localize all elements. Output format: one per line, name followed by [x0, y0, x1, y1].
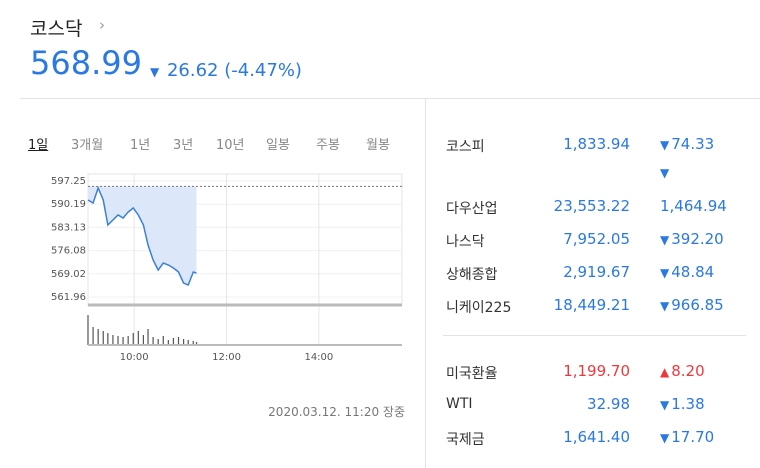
- period-tab[interactable]: 1일: [28, 138, 49, 153]
- market-name[interactable]: 다우산업: [446, 201, 498, 217]
- market-name[interactable]: WTI: [446, 396, 473, 412]
- change-arrow: [660, 266, 669, 280]
- period-tab[interactable]: 주봉: [316, 138, 340, 153]
- period-tab[interactable]: 일봉: [266, 138, 290, 153]
- market-value: 1,641.40: [563, 428, 630, 446]
- x-tick-label: 14:00: [304, 352, 333, 363]
- change-text: 966.85: [671, 296, 724, 314]
- volume-bar: [87, 315, 89, 345]
- market-name[interactable]: 상해종합: [446, 267, 498, 283]
- market-value: 1,833.94: [563, 135, 630, 153]
- change-text: 1,464.94: [660, 197, 727, 215]
- divider: [20, 98, 760, 99]
- volume-bar: [182, 339, 185, 345]
- volume-bar: [132, 333, 134, 345]
- change-text: 26.62 (-4.47%): [166, 60, 302, 81]
- market-name[interactable]: 미국환율: [446, 366, 498, 382]
- y-tick-label: 597.25: [51, 176, 86, 187]
- volume-bar: [112, 335, 114, 345]
- volume-bar: [195, 342, 198, 345]
- period-tab[interactable]: 3년: [173, 138, 194, 153]
- x-tick-label: 12:00: [212, 352, 241, 363]
- volume-bar: [142, 335, 145, 345]
- volume-bar: [192, 341, 194, 345]
- index-value: 568.99: [30, 44, 142, 82]
- volume-bar: [172, 338, 175, 345]
- market-value: 23,553.22: [553, 197, 630, 215]
- volume-bar: [162, 336, 164, 345]
- volume-bar: [157, 339, 159, 345]
- y-tick-label: 590.19: [51, 199, 86, 210]
- area-fill: [88, 186, 197, 286]
- change-arrow: [660, 431, 669, 445]
- volume-bar: [152, 337, 154, 345]
- period-tab[interactable]: 10년: [216, 138, 245, 153]
- timestamp: 2020.03.12. 11:20 장중: [268, 405, 405, 419]
- volume-bar: [127, 336, 129, 345]
- market-name[interactable]: 코스피: [446, 139, 485, 155]
- divider: [425, 98, 426, 468]
- market-name[interactable]: 니케이225: [446, 300, 512, 316]
- market-name[interactable]: 국제금: [446, 432, 485, 448]
- volume-bar: [122, 337, 124, 345]
- market-change: 74.33: [660, 135, 714, 153]
- market-value: 32.98: [587, 395, 630, 413]
- market-change: 966.85: [660, 296, 724, 314]
- market-change: 1.38: [660, 395, 705, 413]
- market-value: 1,199.70: [563, 362, 630, 380]
- x-tick-label: 10:00: [120, 352, 149, 363]
- y-tick-label: 569.02: [51, 269, 86, 280]
- market-change: 392.20: [660, 230, 724, 248]
- chart: 561.96 569.02 576.08 583.13 590.19 597.25 10:0…: [51, 173, 403, 363]
- period-tab[interactable]: 월봉: [366, 138, 390, 153]
- divider: [443, 335, 746, 336]
- y-tick-label: 561.96: [51, 292, 86, 303]
- change-arrow: [660, 138, 669, 152]
- change-arrow: [660, 233, 669, 247]
- change-arrow: [660, 365, 669, 379]
- change-arrow: [150, 65, 159, 79]
- index-change: 26.62 (-4.47%): [150, 60, 302, 81]
- volume-bar: [137, 331, 139, 345]
- market-change: 17.70: [660, 428, 714, 446]
- market-name[interactable]: 나스닥: [446, 234, 485, 250]
- market-value: 2,919.67: [563, 263, 630, 281]
- change-arrow: [660, 398, 669, 412]
- change-text: 392.20: [671, 230, 724, 248]
- market-title[interactable]: 코스닥: [30, 18, 83, 40]
- period-tab[interactable]: 1년: [130, 138, 151, 153]
- market-value: 7,952.05: [563, 230, 630, 248]
- volume-bar: [107, 333, 109, 345]
- change-text: 74.33: [671, 135, 715, 153]
- change-text: 48.84: [671, 263, 715, 281]
- change-text: 17.70: [671, 428, 715, 446]
- volume-bar: [97, 329, 99, 345]
- volume-bar: [117, 336, 119, 345]
- volume-bar: [92, 327, 94, 345]
- price-line: [87, 185, 197, 286]
- volume-bar: [187, 340, 189, 345]
- market-value: 18,449.21: [553, 296, 630, 314]
- change-arrow: [660, 299, 669, 313]
- volume-bar: [177, 337, 180, 345]
- change-arrow: [660, 166, 669, 180]
- chevron[interactable]: ›: [99, 16, 105, 34]
- y-tick-label: 576.08: [51, 246, 86, 257]
- market-change: 1,464.94: [660, 197, 727, 215]
- volume-bar: [147, 329, 149, 345]
- market-change: 48.84: [660, 263, 714, 281]
- change-text: 8.20: [671, 362, 705, 380]
- volume-bar: [167, 340, 169, 345]
- period-tab[interactable]: 3개월: [71, 138, 104, 153]
- volume-bar: [102, 331, 104, 345]
- change-text: 1.38: [671, 395, 705, 413]
- y-tick-label: 583.13: [51, 222, 86, 233]
- market-change: 8.20: [660, 362, 705, 380]
